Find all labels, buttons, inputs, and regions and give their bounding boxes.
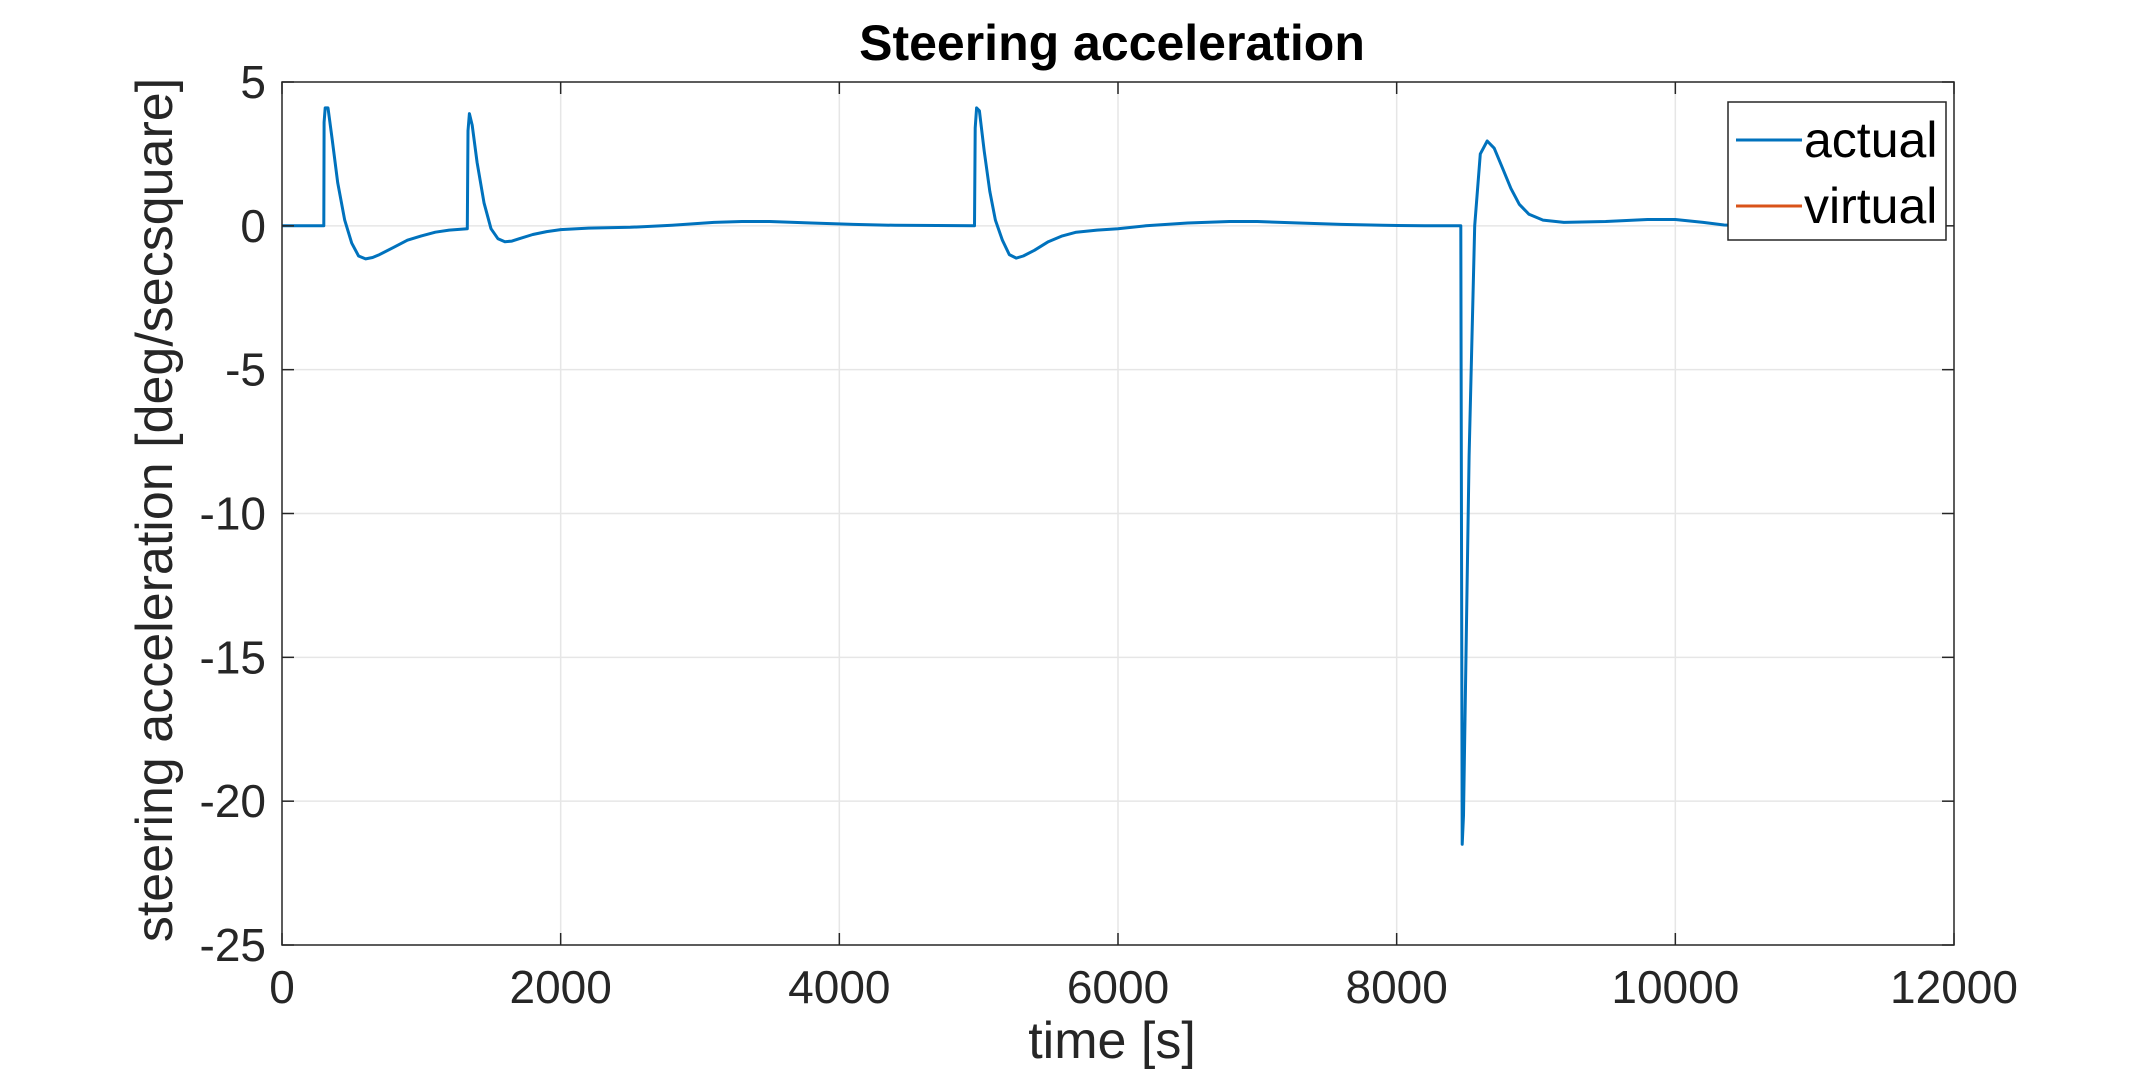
y-tick-label: -15	[200, 631, 266, 683]
y-tick-label: -10	[200, 488, 266, 540]
axes: 0 2000 4000 6000 8000 10000 12000 5 0 -5 -10 -15 -20…	[200, 56, 2018, 1013]
x-tick-label: 12000	[1890, 961, 2018, 1013]
x-tick-label: 6000	[1067, 961, 1169, 1013]
plot-area	[282, 106, 1746, 846]
legend-label-virtual: virtual	[1804, 178, 1937, 234]
grid-lines	[282, 82, 1954, 945]
series-line-actual	[282, 106, 1746, 846]
x-tick-label: 4000	[788, 961, 890, 1013]
x-tick-label: 8000	[1345, 961, 1447, 1013]
x-axis-label: time [s]	[1028, 1012, 1196, 1070]
x-tick-label: 0	[269, 961, 295, 1013]
y-tick-label: 5	[240, 56, 266, 108]
chart-title: Steering acceleration	[859, 15, 1365, 71]
legend-box	[1727, 101, 1947, 241]
y-tick-label: -20	[200, 775, 266, 827]
x-tick-label: 2000	[509, 961, 611, 1013]
legend: actual virtual	[1727, 101, 1947, 241]
legend-label-actual: actual	[1804, 112, 1937, 168]
y-tick-label: -25	[200, 919, 266, 971]
y-tick-label: 0	[240, 200, 266, 252]
y-tick-label: -5	[225, 344, 266, 396]
x-tick-label: 10000	[1611, 961, 1739, 1013]
y-axis-label: steering acceleration [deg/secsquare]	[126, 78, 184, 942]
